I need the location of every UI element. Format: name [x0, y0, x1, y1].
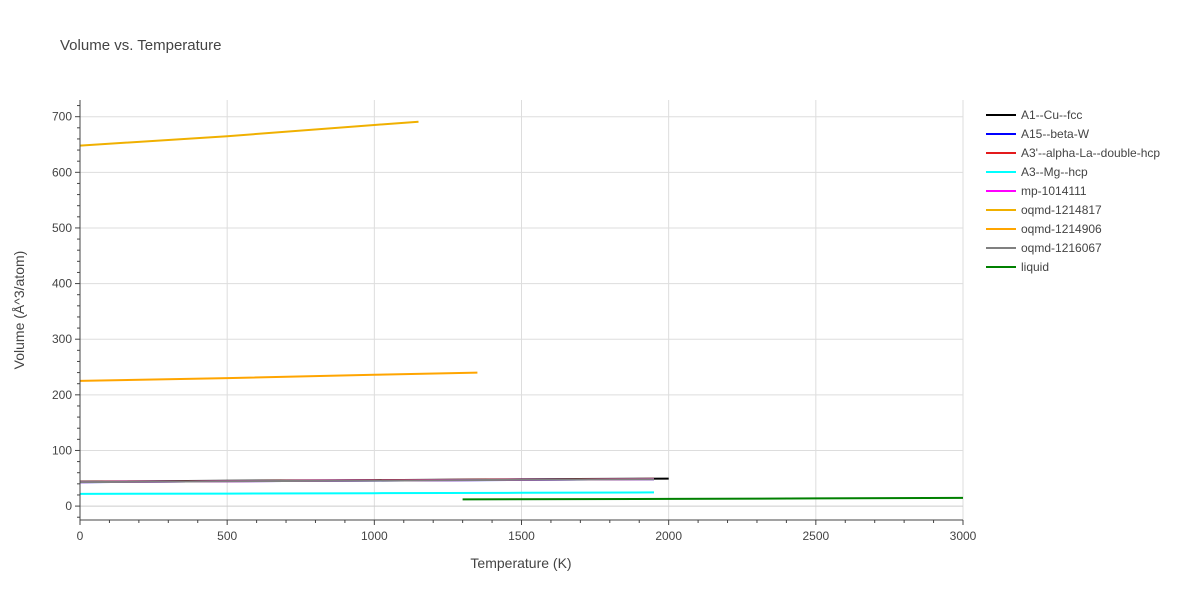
legend-label-a1-cu-fcc: A1--Cu--fcc	[1021, 108, 1082, 122]
series-line-oqmd-1216067	[79, 478, 655, 484]
y-tick-label: 400	[52, 277, 72, 291]
tick-labels: 0 500 1000 1500 2000 2500 3000 0 100 200 300 400 500…	[52, 110, 977, 543]
y-tick-label: 200	[52, 388, 72, 402]
legend-label-mp-1014111: mp-1014111	[1021, 184, 1087, 198]
y-axis-title: Volume (Å^3/atom)	[11, 251, 27, 370]
x-tick-label: 0	[77, 529, 84, 543]
x-axis-title: Temperature (K)	[470, 555, 571, 571]
legend: A1--Cu--fcc A15--beta-W A3'--alpha-La--dou…	[986, 108, 1160, 274]
y-tick-label: 0	[65, 499, 72, 513]
legend-label-a15-beta-w: A15--beta-W	[1021, 127, 1090, 141]
legend-label-liquid: liquid	[1021, 260, 1049, 274]
chart-title: Volume vs. Temperature	[60, 37, 221, 54]
y-tick-label: 100	[52, 443, 72, 457]
y-tick-label: 600	[52, 165, 72, 179]
y-tick-label: 700	[52, 110, 72, 124]
legend-label-a3-mg-hcp: A3--Mg--hcp	[1021, 165, 1088, 179]
x-tick-label: 3000	[950, 529, 977, 543]
legend-label-a3-alpha-la-double-hcp: A3'--alpha-La--double-hcp	[1021, 146, 1160, 160]
series-line-a3-mg-hcp	[79, 491, 655, 495]
gridlines	[80, 100, 964, 520]
y-tick-label: 500	[52, 221, 72, 235]
series-line-liquid	[462, 496, 964, 501]
legend-label-oqmd-1214817: oqmd-1214817	[1021, 203, 1102, 217]
x-tick-label: 500	[217, 529, 237, 543]
legend-label-oqmd-1214906: oqmd-1214906	[1021, 222, 1102, 236]
series-lines	[79, 120, 964, 501]
x-tick-label: 1500	[508, 529, 535, 543]
series-line-oqmd-1214906	[79, 371, 478, 382]
legend-label-oqmd-1216067: oqmd-1216067	[1021, 241, 1102, 255]
axes	[75, 100, 964, 525]
x-tick-label: 2000	[655, 529, 682, 543]
series-line-oqmd-1214817	[79, 120, 419, 147]
x-tick-label: 1000	[361, 529, 388, 543]
x-tick-label: 2500	[802, 529, 829, 543]
y-tick-label: 300	[52, 332, 72, 346]
